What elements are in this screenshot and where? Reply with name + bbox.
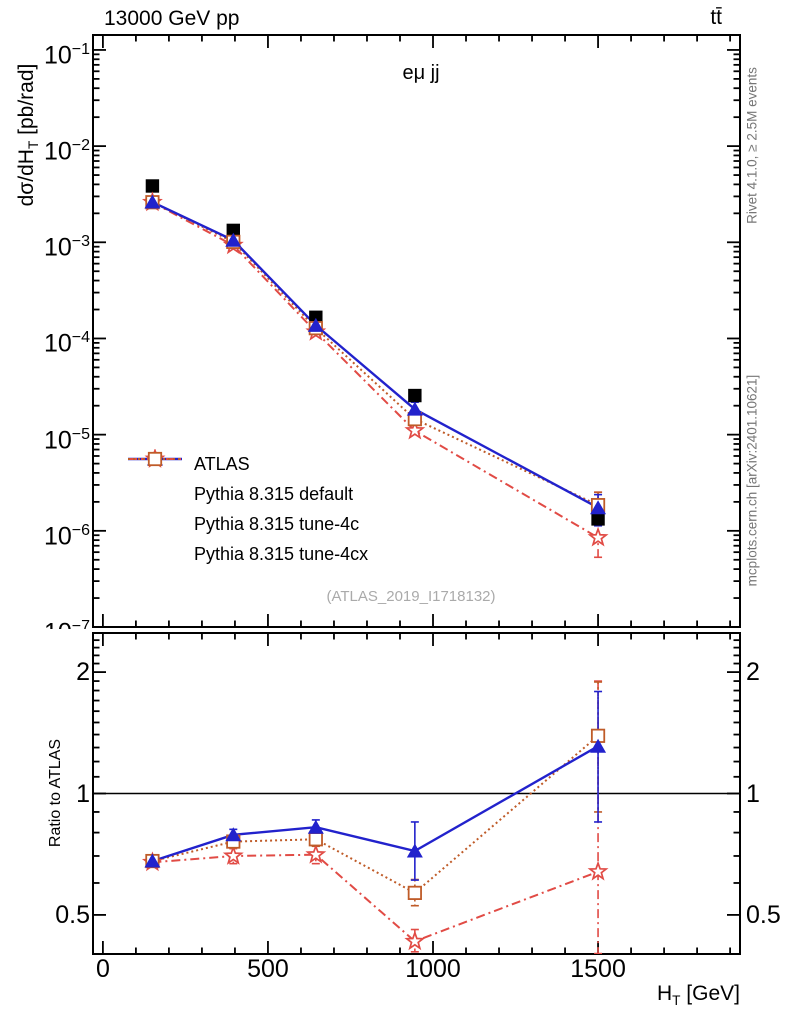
process-title: tt̄ [710, 6, 722, 29]
y-tick-label: 10−5 [43, 425, 90, 454]
legend-label: Pythia 8.315 tune-4cx [194, 543, 369, 564]
ratio-tick-label: 1 [746, 779, 760, 808]
x-tick-label: 0 [95, 955, 110, 983]
x-tick-label: 1500 [570, 955, 626, 983]
open-square-icon [126, 451, 184, 564]
filled-triangle-icon [126, 451, 184, 504]
x-tick-label: 1000 [405, 955, 461, 983]
x-axis-title-post: [GeV] [680, 982, 740, 1005]
y-tick-label: 10−3 [43, 233, 90, 262]
y-tick-label: 10−6 [43, 521, 90, 551]
legend-item-pythia-tune4cx: Pythia 8.315 tune-4cx [126, 451, 369, 569]
y-axis-title: dσ/dHT [pb/rad] [15, 15, 41, 255]
y-axis-title-post: [pb/rad] [15, 63, 38, 141]
x-axis-title: HT [GeV] [560, 982, 740, 1008]
x-tick-label: 500 [247, 955, 289, 983]
x-axis-title-sub: T [672, 992, 681, 1008]
observable-subtitle: eμ jj [402, 62, 440, 84]
open-star-icon [126, 449, 184, 534]
y-axis-title-sub: T [25, 140, 41, 150]
legend-label: Pythia 8.315 default [194, 483, 354, 504]
legend-item-pythia-default: Pythia 8.315 default [126, 451, 368, 509]
ratio-tick-label: 2 [76, 658, 90, 687]
ratio-tick-label: 0.5 [55, 900, 90, 929]
y-tick-label: 10−4 [43, 329, 90, 358]
analysis-id-watermark: (ATLAS_2019_I1718132) [326, 588, 496, 605]
y-axis-title-pre: dσ/dH [15, 149, 38, 207]
legend-item-pythia-tune4c: Pythia 8.315 tune-4c [126, 449, 368, 539]
y-tick-label: 10−2 [43, 137, 90, 166]
y-tick-label: 10−1 [43, 40, 90, 70]
legend-label: ATLAS [194, 453, 250, 474]
legend-label: Pythia 8.315 tune-4c [194, 513, 360, 534]
ratio-tick-label: 1 [76, 779, 90, 808]
beam-energy-title: 13000 GeV pp [104, 7, 240, 30]
ratio-tick-label: 0.5 [746, 900, 781, 929]
legend: ATLAS Pythia 8.315 default Pythia 8.315 … [126, 449, 368, 569]
rivet-version-credit: Rivet 4.1.0, ≥ 2.5M events [744, 67, 760, 224]
mcplots-credit: mcplots.cern.ch [arXiv:2401.10621] [744, 374, 760, 587]
ratio-tick-label: 2 [746, 658, 760, 687]
x-axis-title-pre: H [656, 982, 673, 1005]
